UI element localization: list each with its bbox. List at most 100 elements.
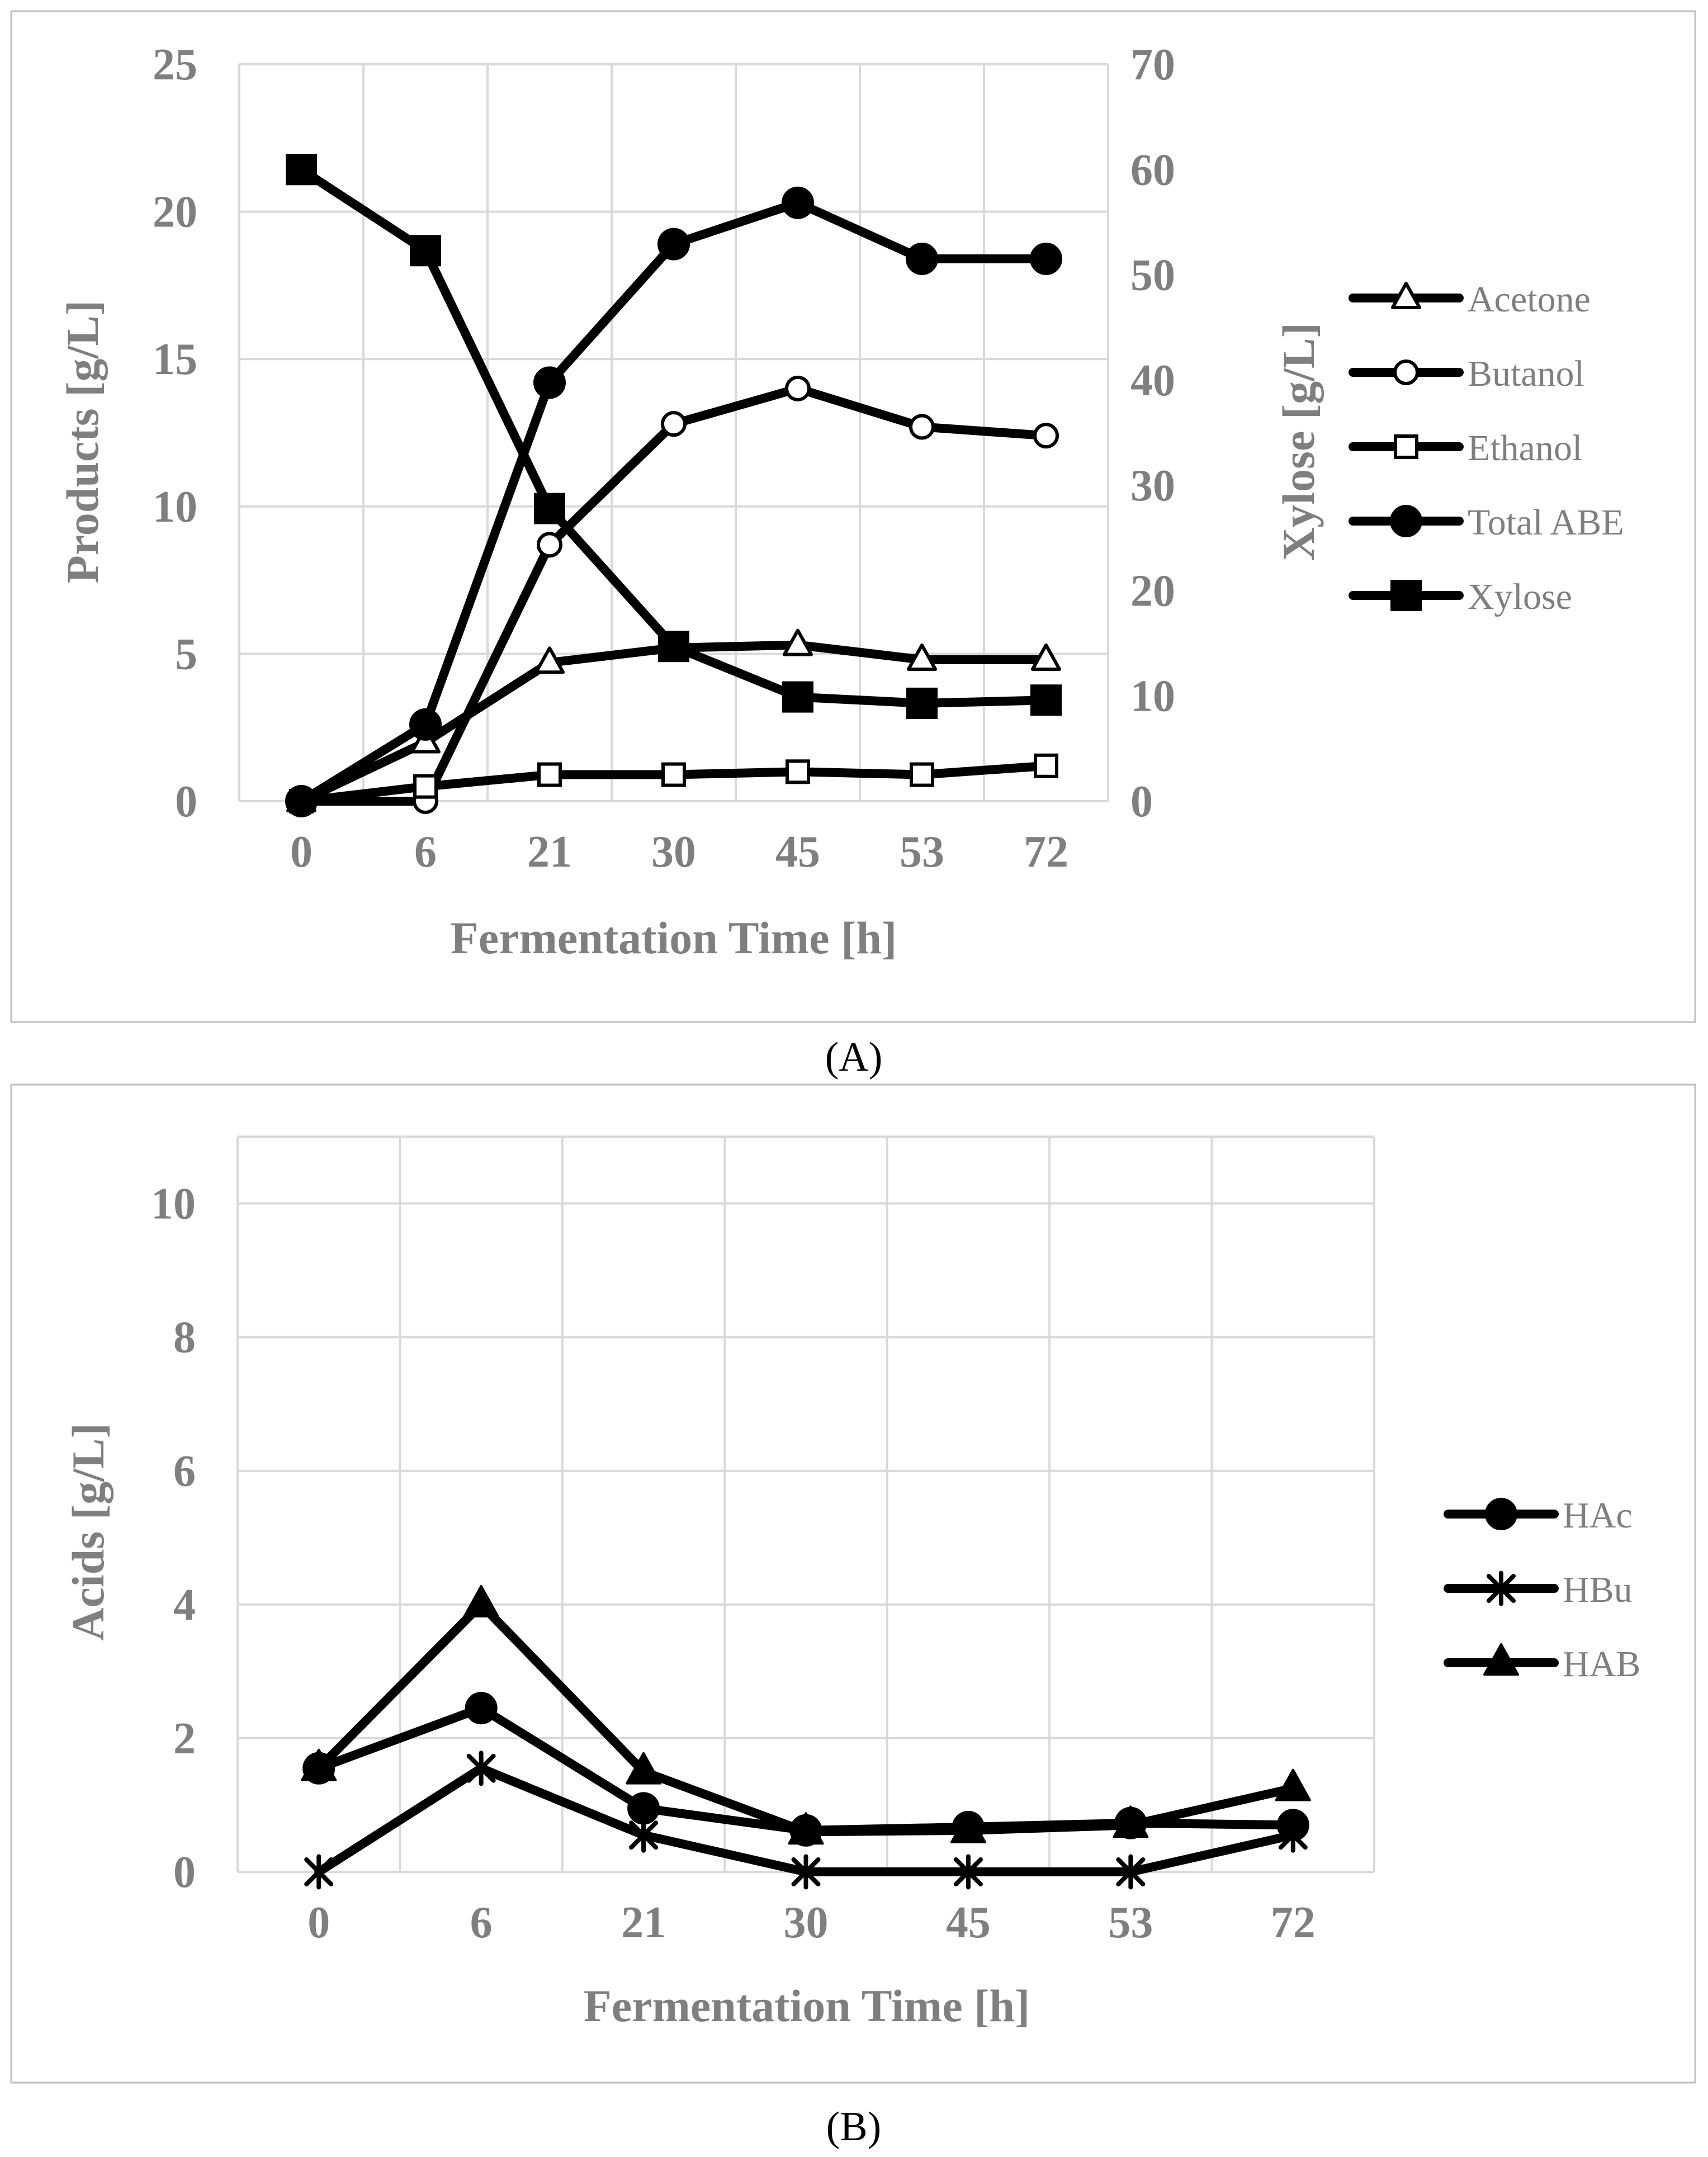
panel-a-total-abe-point	[657, 228, 690, 261]
panel-a-y2-tick-label: 50	[1130, 251, 1175, 300]
panel-a-y2-tick-label: 0	[1130, 777, 1153, 826]
panel-a-series	[285, 154, 1062, 817]
panel-b-gridlines	[236, 1136, 1375, 1873]
panel-b-hab-point	[301, 1748, 337, 1781]
panel-a-ethanol-point	[786, 759, 810, 784]
panel-a-butanol-point	[785, 375, 811, 401]
panel-b-legend-marker	[1487, 1571, 1516, 1606]
panel-a-total-abe-point	[409, 708, 442, 741]
panel-a-y2-tick-label: 10	[1130, 672, 1175, 721]
panel-b-legend-marker	[1485, 1498, 1517, 1530]
panel-a-legend-item-ethanol: Ethanol	[1349, 428, 1582, 469]
panel-a-total-abe-point	[782, 186, 814, 219]
panel-a-total-abe-point	[285, 785, 318, 817]
panel-a-x-tick-label: 21	[527, 827, 572, 877]
panel-a-ethanol-point	[910, 762, 934, 787]
panel-b-legend-label: HAc	[1563, 1495, 1633, 1536]
panel-a-caption: (A)	[825, 1034, 883, 1080]
panel-b-hab-point	[463, 1584, 499, 1617]
panel-a-y2-tick-label: 20	[1130, 566, 1175, 616]
panel-b-hab-point	[788, 1812, 824, 1845]
panel-b-x-tick-label: 0	[307, 1898, 330, 1947]
panel-a-legend-item-acetone: Acetone	[1349, 279, 1591, 320]
panel-b-legend-item-hac: HAc	[1444, 1495, 1633, 1536]
panel-b-x-tick-label: 45	[946, 1898, 991, 1947]
panel-a-total-abe-point	[1030, 242, 1062, 275]
panel-a-y2-tick-label: 70	[1130, 40, 1175, 89]
panel-b-series-hab	[301, 1584, 1311, 1845]
panel-a-x-axis-title: Fermentation Time [h]	[451, 912, 897, 963]
panel-a-y-tick-label: 5	[175, 630, 197, 679]
panel-b-legend-label: HBu	[1563, 1569, 1633, 1610]
panel-b-x-tick-label: 72	[1271, 1898, 1316, 1947]
panel-a-x-tick-label: 6	[414, 827, 437, 877]
panel-b-hbu-point	[1278, 1817, 1308, 1853]
panel-a-acetone-point	[907, 643, 937, 671]
panel-b-caption: (B)	[826, 2104, 882, 2150]
panel-a-series-total-abe	[285, 186, 1062, 817]
panel-a-y-axis-title: Products [g/L]	[57, 300, 108, 583]
panel-b-hbu-point	[304, 1854, 334, 1890]
panel-b-x-tick-label: 30	[784, 1898, 829, 1947]
panel-a-legend-marker	[1390, 580, 1422, 611]
panel-b-hbu-point	[466, 1751, 496, 1786]
panel-a-legend-marker	[1390, 505, 1422, 537]
panel-a-legend: Acetone Butanol Ethanol Total ABE Xylose	[1349, 279, 1624, 617]
panel-a-left-tick-labels: 0 5 10 15 20 25	[153, 40, 197, 826]
panel-a-total-abe-point	[906, 242, 938, 275]
panel-a-y2-tick-label: 60	[1130, 145, 1175, 195]
panel-a-x-tick-label: 0	[290, 827, 313, 877]
panel-b-y-tick-label: 0	[173, 1848, 196, 1897]
panel-b-hab-point	[1275, 1768, 1311, 1801]
panel-b-y-tick-label: 8	[173, 1313, 196, 1363]
panel-b-legend-item-hbu: HBu	[1444, 1569, 1633, 1610]
panel-a-legend-label: Butanol	[1468, 353, 1584, 394]
panel-b-legend-marker	[1483, 1643, 1519, 1676]
panel-b-series-hbu	[304, 1751, 1308, 1890]
panel-a-xylose-point	[658, 631, 689, 663]
panel-a-butanol-point	[661, 411, 687, 437]
panel-a-butanol-point	[537, 532, 562, 558]
panel-a-legend-item-butanol: Butanol	[1349, 353, 1584, 394]
panel-b-legend-label: HAB	[1563, 1644, 1640, 1685]
panel-b-x-tick-labels: 0 6 21 30 45 53 72	[307, 1898, 1316, 1947]
panel-b-y-tick-label: 10	[151, 1180, 196, 1229]
panel-b-y-tick-label: 2	[173, 1714, 196, 1763]
panel-a-y-tick-label: 25	[153, 40, 197, 89]
panel-b-y-axis-title: Acids [g/L]	[63, 1423, 113, 1641]
panel-a-y-tick-label: 10	[153, 483, 197, 532]
panel-a-legend-item-total-abe: Total ABE	[1349, 502, 1624, 543]
panel-a-x-tick-label: 72	[1024, 827, 1068, 877]
panel-a-legend-marker	[1391, 282, 1421, 309]
panel-a-acetone-point	[783, 628, 813, 656]
panel-a-acetone-point	[534, 646, 565, 674]
panel-a-y-tick-label: 20	[153, 188, 197, 237]
panel-a-y2-axis-title: Xylose [g/L]	[1273, 323, 1324, 561]
panel-a-acetone-point	[1031, 643, 1061, 671]
panel-a-series-butanol	[288, 375, 1059, 814]
panel-a-xylose-point	[906, 687, 938, 719]
panel-b-y-tick-label: 6	[173, 1447, 196, 1496]
panel-a-legend-item-xylose: Xylose	[1349, 576, 1572, 617]
panel-a-xylose-point	[410, 235, 441, 267]
panel-a-legend-label: Xylose	[1468, 576, 1572, 617]
panel-b-hbu-point	[1116, 1854, 1146, 1890]
panel-a-x-tick-label: 53	[900, 827, 944, 877]
panel-a-x-tick-label: 45	[775, 827, 820, 877]
panel-a-gridlines	[238, 63, 1109, 802]
panel-a-xylose-point	[782, 681, 813, 713]
panel-b-chart: 0 2 4 6 8 10 0 6 21 30 45 53 72 Fermentation Time […	[10, 1084, 1696, 2084]
panel-a-xylose-point	[1030, 684, 1062, 716]
panel-a-x-tick-label: 30	[651, 827, 696, 877]
panel-b-series	[301, 1584, 1311, 1890]
panel-a-butanol-point	[1033, 423, 1059, 449]
panel-a-series-xylose	[286, 154, 1062, 719]
panel-b-x-axis-title: Fermentation Time [h]	[584, 1980, 1030, 2031]
panel-a-y2-tick-label: 40	[1130, 356, 1175, 405]
panel-a-legend-label: Total ABE	[1468, 502, 1624, 543]
panel-a-xylose-point	[534, 493, 565, 524]
panel-b-y-tick-label: 4	[173, 1581, 196, 1630]
panel-a-xylose-point	[286, 154, 317, 186]
